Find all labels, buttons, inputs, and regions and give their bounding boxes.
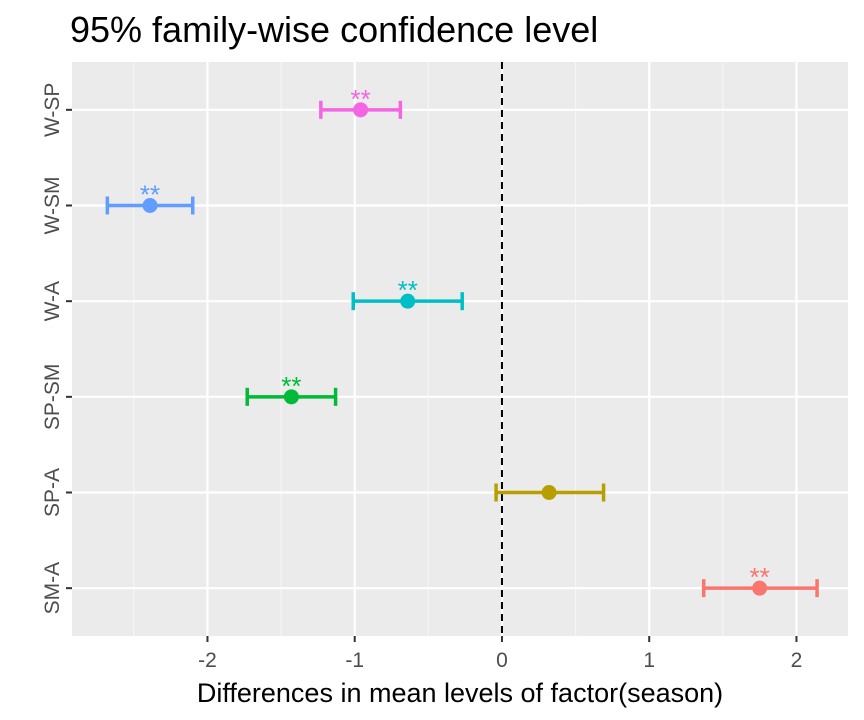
plot-panel [72, 62, 848, 636]
y-axis: W-SP W-SM W-A SP-SM SP-A SM-A [41, 83, 72, 615]
significance-label: ** [281, 371, 301, 401]
x-tick-label: -2 [198, 649, 217, 672]
chart-title: 95% family-wise confidence level [70, 9, 598, 50]
significance-label: ** [750, 562, 770, 592]
significance-label: ** [140, 180, 160, 210]
interval-w-sm: ** [105, 180, 195, 215]
y-tick-label: SP-SM [41, 364, 64, 431]
point-estimate [142, 198, 158, 213]
significance-label: ** [398, 275, 418, 305]
x-tick-label: 0 [496, 649, 508, 672]
x-tick-label: 2 [791, 649, 803, 672]
grid-minor [133, 62, 724, 636]
x-tick-label: -1 [345, 649, 364, 672]
x-axis-label: Differences in mean levels of factor(sea… [197, 678, 723, 708]
point-estimate [541, 485, 557, 500]
interval-sp-a [494, 483, 606, 502]
interval-w-a: ** [351, 275, 464, 311]
interval-sp-sm: ** [245, 371, 338, 406]
data-marks: ** ** ** ** ** [105, 84, 819, 598]
y-tick-label: SM-A [41, 562, 64, 615]
interval-sm-a: ** [701, 562, 819, 598]
x-tick-label: 1 [643, 649, 655, 672]
y-tick-label: W-A [41, 281, 64, 321]
x-axis: -2 -1 0 1 2 [198, 636, 802, 672]
y-tick-label: W-SP [41, 83, 64, 137]
y-tick-label: SP-A [41, 468, 64, 517]
significance-label: ** [350, 84, 370, 114]
point-estimate [353, 102, 369, 118]
point-estimate [752, 580, 768, 596]
interval-w-sp: ** [319, 84, 403, 119]
point-estimate [283, 389, 299, 405]
point-estimate [400, 293, 416, 309]
y-tick-label: W-SM [41, 177, 64, 235]
